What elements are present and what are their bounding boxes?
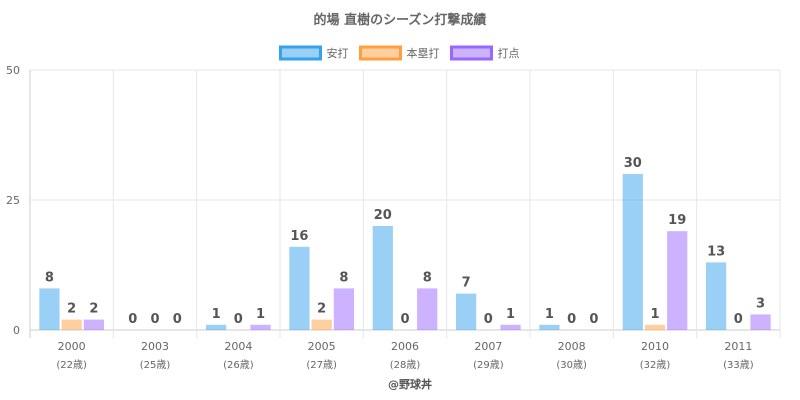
data-label: 1 bbox=[256, 307, 265, 322]
legend-swatch-3[interactable] bbox=[450, 45, 493, 61]
x-tick-label: 2000 bbox=[58, 340, 86, 353]
y-axis: 0 25 50 bbox=[6, 64, 20, 337]
data-label: 8 bbox=[423, 270, 432, 285]
bar-2000-series-3[interactable] bbox=[83, 319, 104, 330]
grid bbox=[29, 69, 781, 338]
data-label: 0 bbox=[128, 312, 137, 327]
bars bbox=[39, 174, 771, 330]
bar-2000-series-2[interactable] bbox=[61, 319, 82, 330]
bar-2000-series-1[interactable] bbox=[39, 288, 60, 330]
x-tick-sublabel: (32歳) bbox=[640, 359, 671, 371]
data-label: 0 bbox=[234, 312, 243, 327]
data-label: 3 bbox=[756, 296, 765, 311]
data-label: 2 bbox=[89, 302, 98, 317]
bar-2004-series-1[interactable] bbox=[206, 324, 227, 330]
data-label: 30 bbox=[624, 156, 642, 171]
chart-title: 的場 直樹のシーズン打撃成績 bbox=[314, 12, 487, 28]
bar-2010-series-3[interactable] bbox=[667, 231, 688, 330]
bar-2008-series-1[interactable] bbox=[539, 324, 560, 330]
x-tick-label: 2007 bbox=[474, 340, 502, 353]
data-label: 8 bbox=[339, 270, 348, 285]
data-label: 0 bbox=[400, 312, 409, 327]
legend-label-1[interactable]: 安打 bbox=[327, 46, 349, 60]
bar-2011-series-1[interactable] bbox=[706, 262, 727, 330]
bar-2010-series-2[interactable] bbox=[644, 324, 666, 330]
data-label: 0 bbox=[484, 312, 493, 327]
bar-2005-series-2[interactable] bbox=[311, 319, 332, 330]
x-tick-sublabel: (22歳) bbox=[56, 359, 87, 371]
x-tick-sublabel: (25歳) bbox=[140, 359, 171, 371]
bar-2004-series-3[interactable] bbox=[250, 324, 271, 330]
data-label: 19 bbox=[668, 213, 686, 228]
data-label: 13 bbox=[707, 244, 725, 259]
x-tick-sublabel: (27歳) bbox=[306, 359, 337, 371]
x-tick-sublabel: (28歳) bbox=[390, 359, 421, 371]
data-label: 20 bbox=[374, 208, 392, 223]
y-tick-label: 50 bbox=[6, 64, 20, 77]
data-label: 1 bbox=[506, 307, 515, 322]
x-tick-sublabel: (26歳) bbox=[223, 359, 254, 371]
x-tick-label: 2011 bbox=[724, 340, 752, 353]
data-label: 2 bbox=[67, 302, 76, 317]
x-tick-label: 2003 bbox=[141, 340, 169, 353]
data-label: 0 bbox=[567, 312, 576, 327]
bar-2006-series-1[interactable] bbox=[372, 226, 393, 330]
y-tick-label: 25 bbox=[6, 194, 20, 207]
data-label: 8 bbox=[45, 270, 54, 285]
x-tick-label: 2010 bbox=[641, 340, 669, 353]
data-label: 1 bbox=[545, 307, 554, 322]
legend-swatch-1[interactable] bbox=[279, 45, 322, 61]
legend-label-2[interactable]: 本塁打 bbox=[407, 46, 440, 60]
x-tick-sublabel: (29歳) bbox=[473, 359, 504, 371]
x-tick-label: 2005 bbox=[308, 340, 336, 353]
data-label: 0 bbox=[734, 312, 743, 327]
x-axis: 2000 (22歳) 2003 (25歳) 2004 (26歳) 2005 (27歳) 2006… bbox=[56, 340, 753, 371]
y-tick-label: 0 bbox=[13, 324, 20, 337]
data-label: 0 bbox=[173, 312, 182, 327]
x-tick-label: 2004 bbox=[224, 340, 252, 353]
bar-2011-series-3[interactable] bbox=[750, 314, 771, 330]
bar-2007-series-3[interactable] bbox=[500, 324, 521, 330]
x-tick-sublabel: (30歳) bbox=[556, 359, 587, 371]
legend: 安打 本塁打 打点 bbox=[279, 45, 520, 61]
data-label: 2 bbox=[317, 302, 326, 317]
data-label: 1 bbox=[212, 307, 221, 322]
bar-2005-series-3[interactable] bbox=[333, 288, 354, 330]
data-label: 16 bbox=[290, 229, 308, 244]
data-label: 1 bbox=[650, 307, 659, 322]
credit-label: @野球丼 bbox=[388, 377, 432, 391]
bar-2010-series-1[interactable] bbox=[622, 174, 643, 330]
x-tick-sublabel: (33歳) bbox=[723, 359, 754, 371]
data-label: 0 bbox=[589, 312, 598, 327]
legend-swatch-2[interactable] bbox=[359, 45, 402, 61]
data-label: 7 bbox=[462, 276, 471, 291]
x-tick-label: 2008 bbox=[558, 340, 586, 353]
data-label: 0 bbox=[150, 312, 159, 327]
x-tick-label: 2006 bbox=[391, 340, 419, 353]
bar-2006-series-3[interactable] bbox=[417, 288, 438, 330]
legend-label-3[interactable]: 打点 bbox=[498, 46, 520, 60]
bar-2007-series-1[interactable] bbox=[456, 293, 477, 330]
bar-2005-series-1[interactable] bbox=[289, 246, 310, 330]
